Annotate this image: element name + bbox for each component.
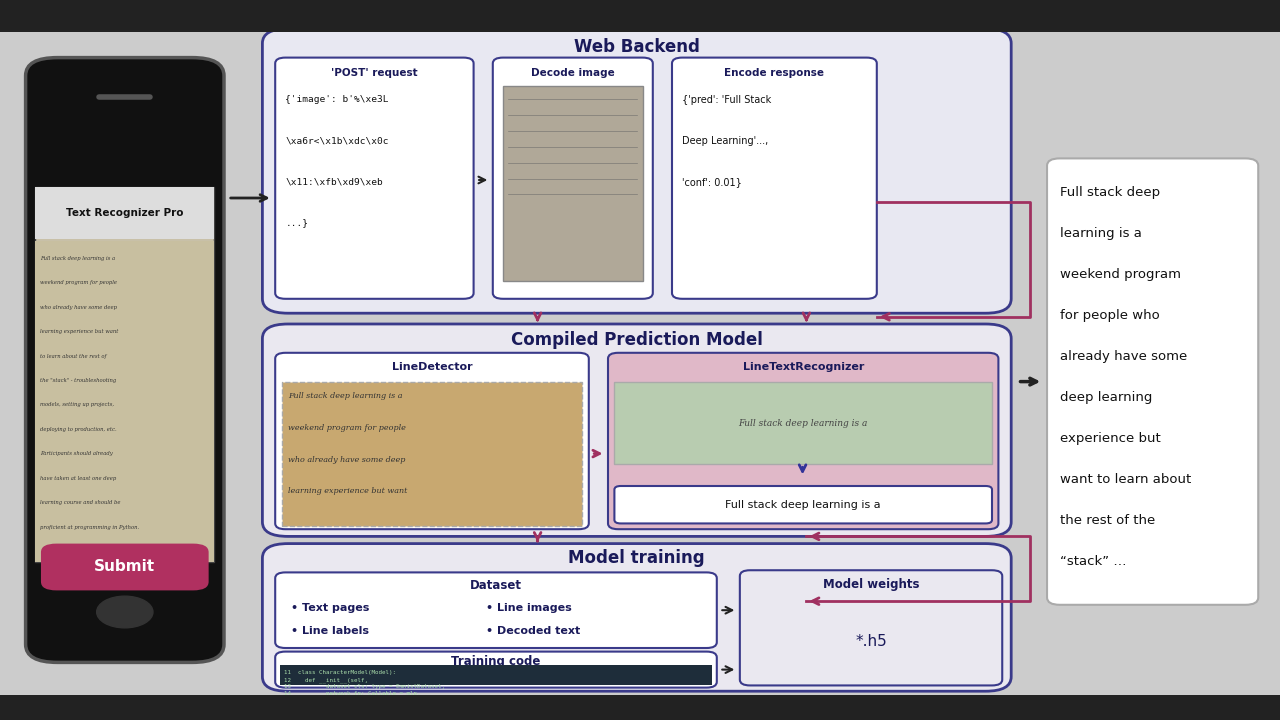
Text: to learn about the rest of: to learn about the rest of [40,354,106,359]
Text: • Decoded text: • Decoded text [486,626,581,636]
FancyBboxPatch shape [275,652,717,688]
FancyBboxPatch shape [503,86,643,281]
FancyBboxPatch shape [275,353,589,529]
Text: models, setting up projects,: models, setting up projects, [40,402,114,408]
Text: the "stack" - troubleshooting: the "stack" - troubleshooting [40,378,116,383]
Circle shape [97,596,154,628]
Text: LineTextRecognizer: LineTextRecognizer [742,362,864,372]
FancyBboxPatch shape [262,544,1011,691]
Text: deploying to production, etc.: deploying to production, etc. [40,427,116,432]
Text: 12    def __init__(self,: 12 def __init__(self, [284,677,369,683]
Text: LineDetector: LineDetector [392,362,472,372]
Text: 15          dataset_args: Dict = None,: 15 dataset_args: Dict = None, [284,697,417,703]
Text: who already have some deep: who already have some deep [40,305,116,310]
Text: 'conf': 0.01}: 'conf': 0.01} [682,177,742,187]
Text: learning is a: learning is a [1060,227,1142,240]
Text: weekend program for people: weekend program for people [288,424,406,432]
Text: deep learning: deep learning [1060,391,1152,404]
FancyBboxPatch shape [262,29,1011,313]
Text: have taken at least one deep: have taken at least one deep [40,476,116,481]
Text: Deep Learning'...,: Deep Learning'..., [682,136,768,146]
Text: \x11:\xfb\xd9\xeb: \x11:\xfb\xd9\xeb [285,177,383,186]
Text: *.h5: *.h5 [855,634,887,649]
Text: weekend program: weekend program [1060,268,1181,281]
Text: Encode response: Encode response [724,68,824,78]
Text: 13          dataset_cls: type = EmnistDataset,: 13 dataset_cls: type = EmnistDataset, [284,683,445,689]
FancyBboxPatch shape [493,58,653,299]
Text: weekend program for people: weekend program for people [40,280,116,285]
FancyBboxPatch shape [26,58,224,662]
Text: experience but: experience but [1060,432,1161,445]
FancyBboxPatch shape [282,382,582,526]
Text: Model weights: Model weights [823,578,919,591]
Text: “stack” …: “stack” … [1060,555,1126,568]
Text: Submit: Submit [95,559,155,574]
Text: 11  class CharacterModel(Model):: 11 class CharacterModel(Model): [284,670,397,675]
Text: want to learn about: want to learn about [1060,473,1192,486]
Text: already have some: already have some [1060,350,1187,363]
FancyBboxPatch shape [41,544,209,590]
Text: Participants should already: Participants should already [40,451,113,456]
Text: Compiled Prediction Model: Compiled Prediction Model [511,330,763,348]
Text: for people who: for people who [1060,309,1160,322]
FancyBboxPatch shape [275,572,717,648]
Text: Full stack deep: Full stack deep [1060,186,1160,199]
FancyBboxPatch shape [35,187,214,562]
Text: proficient at programming in Python.: proficient at programming in Python. [40,525,138,530]
Text: {'image': b'%\xe3L: {'image': b'%\xe3L [285,95,389,104]
Text: \xa6r<\x1b\xdc\x0c: \xa6r<\x1b\xdc\x0c [285,136,389,145]
Text: learning experience but want: learning experience but want [40,329,118,334]
Text: Full stack deep learning is a: Full stack deep learning is a [739,418,868,428]
Text: • Line images: • Line images [486,603,572,613]
Text: Dataset: Dataset [470,579,522,592]
FancyBboxPatch shape [275,58,474,299]
FancyBboxPatch shape [35,187,214,239]
Text: • Text pages: • Text pages [291,603,369,613]
Text: the rest of the: the rest of the [1060,514,1155,527]
Text: Training code: Training code [452,655,540,668]
Text: learning course and should be: learning course and should be [40,500,120,505]
Text: {'pred': 'Full Stack: {'pred': 'Full Stack [682,95,772,105]
Text: Full stack deep learning is a: Full stack deep learning is a [726,500,881,510]
FancyBboxPatch shape [608,353,998,529]
Text: Full stack deep learning is a: Full stack deep learning is a [40,256,115,261]
FancyBboxPatch shape [614,486,992,523]
FancyBboxPatch shape [0,0,1280,32]
Text: 'POST' request: 'POST' request [332,68,417,78]
Text: Decode image: Decode image [531,68,614,78]
Text: Text Recognizer Pro: Text Recognizer Pro [67,208,183,218]
FancyBboxPatch shape [0,695,1280,720]
Text: Full stack deep learning is a: Full stack deep learning is a [288,392,402,400]
FancyBboxPatch shape [35,241,214,562]
Text: Model training: Model training [568,549,705,567]
Text: learning experience but want: learning experience but want [288,487,407,495]
Text: • Line labels: • Line labels [291,626,369,636]
FancyBboxPatch shape [614,382,992,464]
Text: ...}: ...} [285,218,308,228]
Text: Web Backend: Web Backend [573,38,700,56]
FancyBboxPatch shape [740,570,1002,685]
FancyBboxPatch shape [672,58,877,299]
FancyBboxPatch shape [1047,158,1258,605]
FancyBboxPatch shape [262,324,1011,536]
Text: 14          network_fn: Callable = mlp,: 14 network_fn: Callable = mlp, [284,690,421,696]
FancyBboxPatch shape [280,665,712,685]
Text: who already have some deep: who already have some deep [288,456,406,464]
